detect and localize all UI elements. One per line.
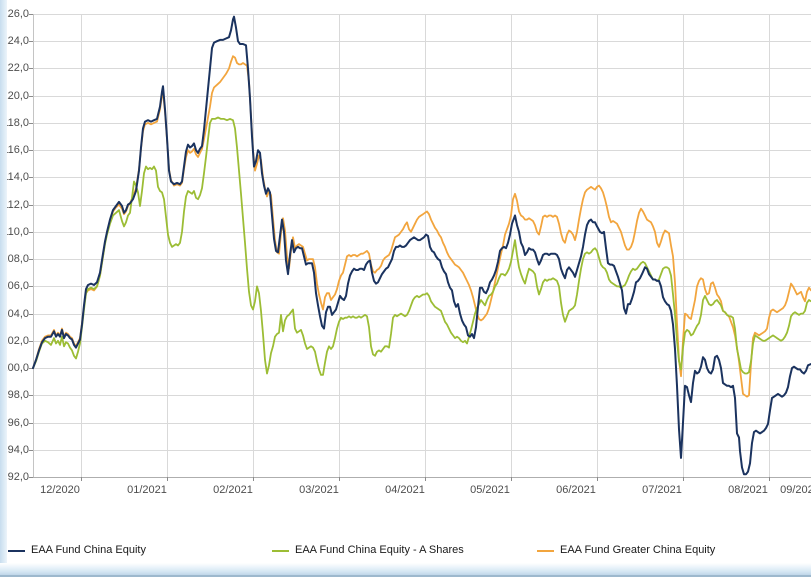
x-axis-label: 03/2021 [299, 484, 339, 496]
legend-label: EAA Fund China Equity [31, 544, 146, 556]
series-eaa-fund-greater-china-equity[interactable] [32, 55, 811, 398]
y-axis-label: 102,0 [1, 334, 29, 347]
y-axis-label: 122,0 [1, 62, 29, 75]
y-axis-label: 94,0 [7, 443, 29, 456]
window-left-border [0, 0, 7, 563]
x-axis-label: 06/2021 [556, 484, 596, 496]
y-axis-label: 124,0 [1, 35, 29, 48]
y-axis-label: 118,0 [2, 116, 29, 129]
y-axis-label: 98,0 [7, 389, 29, 402]
y-axis-label: 92,0 [7, 471, 29, 483]
line-chart-plot[interactable] [0, 0, 811, 563]
y-axis-label: 120,0 [1, 89, 29, 102]
legend-swatch-icon [8, 550, 25, 552]
x-axis-label: 01/2021 [127, 484, 167, 496]
y-axis-label: 126,0 [1, 8, 29, 20]
chart-legend: EAA Fund China Equity EAA Fund China Equi… [0, 543, 811, 561]
window-bottom-border [0, 563, 811, 577]
y-axis-label: 116,0 [2, 144, 29, 157]
x-axis-label: 07/2021 [642, 484, 682, 496]
y-axis-label: 100,0 [1, 362, 29, 375]
legend-label: EAA Fund China Equity - A Shares [295, 544, 464, 556]
x-axis-label: 09/2021 [780, 484, 811, 496]
y-axis-label: 108,0 [1, 253, 29, 266]
x-axis-label: 12/2020 [40, 484, 80, 496]
x-axis-label: 02/2021 [213, 484, 253, 496]
y-axis-label: 112,0 [2, 198, 29, 211]
legend-swatch-icon [272, 550, 289, 552]
series-eaa-fund-china-equity[interactable] [32, 15, 811, 476]
series-eaa-fund-china-equity-a-shares[interactable] [32, 116, 811, 376]
y-axis-label: 110,0 [2, 225, 29, 238]
x-axis-label: 04/2021 [385, 484, 425, 496]
legend-label: EAA Fund Greater China Equity [560, 544, 716, 556]
x-axis-label: 05/2021 [470, 484, 510, 496]
x-axis-label: 08/2021 [728, 484, 768, 496]
y-axis-label: 104,0 [1, 307, 29, 320]
y-axis-label: 114,0 [2, 171, 29, 184]
y-axis-label: 106,0 [1, 280, 29, 293]
y-axis-label: 96,0 [7, 416, 29, 429]
legend-swatch-icon [537, 550, 554, 552]
chart-panel: 126,0 124,0 122,0 120,0 118,0 116,0 114,0 112,0… [0, 0, 811, 563]
